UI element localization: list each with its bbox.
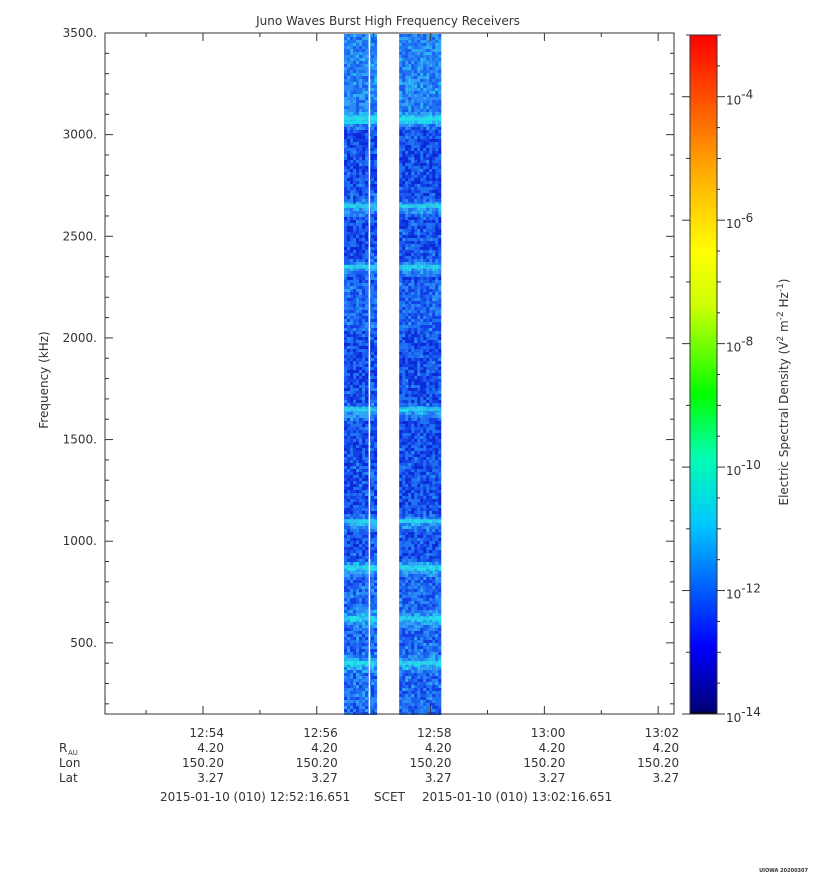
colorbar-label-part: Hz <box>777 292 791 311</box>
ephemeris-value: 150.20 <box>637 756 679 770</box>
bright-band <box>399 203 441 208</box>
colorbar-label-part: m <box>777 320 791 336</box>
ephemeris-value: 4.20 <box>197 741 224 755</box>
ephemeris-value: 3.27 <box>425 771 452 785</box>
colorbar-label-exp: -2 <box>776 311 786 320</box>
bright-band <box>344 203 376 208</box>
x-tick-label: 13:02 <box>645 726 680 740</box>
bright-band <box>344 616 376 621</box>
x-tick-label: 12:58 <box>417 726 452 740</box>
bright-band <box>344 661 376 666</box>
bright-band <box>344 407 376 412</box>
colorbar-label-part: ) <box>777 278 791 283</box>
time-range-end: 2015-01-10 (010) 13:02:16.651 <box>422 790 612 804</box>
data-block <box>399 34 442 715</box>
bright-band <box>344 565 376 570</box>
ephemeris-value: 4.20 <box>652 741 679 755</box>
colorbar-label-exp: -1 <box>776 283 786 292</box>
bright-band <box>399 264 441 269</box>
colorbar-label: Electric Spectral Density (V2 m-2 Hz-1) <box>776 278 791 505</box>
colorbar-label-part: Electric Spectral Density (V <box>777 341 791 506</box>
y-tick-label: 2500. <box>63 229 97 243</box>
colorbar-tick-label: 10-4 <box>726 88 753 108</box>
colorbar-tick-label: 10-14 <box>726 705 761 725</box>
ephemeris-value: 4.20 <box>425 741 452 755</box>
x-tick-label: 13:00 <box>531 726 566 740</box>
ephemeris-value: 3.27 <box>311 771 338 785</box>
data-block <box>344 34 378 715</box>
y-tick-label: 2000. <box>63 331 97 345</box>
ephemeris-table: R AU 4.20 4.20 4.20 4.20 4.20 Lon 150.20 150.20 15… <box>59 741 679 785</box>
y-axis-label: Frequency (kHz) <box>37 331 51 428</box>
bright-band <box>399 116 441 121</box>
bright-band <box>344 116 376 121</box>
bright-band <box>344 518 376 523</box>
ephemeris-row-sub: AU <box>68 749 78 757</box>
plot-frame <box>104 32 675 715</box>
spectrogram-data <box>344 34 442 715</box>
x-tick-label: 12:54 <box>189 726 224 740</box>
ephemeris-value: 4.20 <box>539 741 566 755</box>
colorbar-tick-label: 10-6 <box>726 211 753 231</box>
ephemeris-value: 3.27 <box>197 771 224 785</box>
ephemeris-row-label: Lat <box>59 771 78 785</box>
colorbar-axis: 10-4 10-6 10-8 10-10 10-12 10-14 <box>682 34 761 725</box>
ephemeris-value: 3.27 <box>652 771 679 785</box>
bright-band <box>344 264 376 269</box>
time-range-start: 2015-01-10 (010) 12:52:16.651 <box>160 790 350 804</box>
time-range-label: SCET <box>374 790 406 804</box>
chart-title: Juno Waves Burst High Frequency Receiver… <box>255 14 520 28</box>
y-tick-label: 1500. <box>63 433 97 447</box>
bright-band <box>399 407 441 412</box>
x-axis: 12:54 12:56 12:58 13:00 13:02 <box>145 33 680 740</box>
y-tick-label: 500. <box>70 636 97 650</box>
x-tick-label: 12:56 <box>303 726 338 740</box>
bright-band <box>399 661 441 666</box>
y-tick-label: 3500. <box>63 26 97 40</box>
y-tick-label: 3000. <box>63 128 97 142</box>
ephemeris-row-label: Lon <box>59 756 80 770</box>
ephemeris-row-label: R <box>59 741 67 755</box>
ephemeris-value: 150.20 <box>182 756 224 770</box>
bright-band <box>399 565 441 570</box>
y-tick-label: 1000. <box>63 534 97 548</box>
colorbar-tick-label: 10-10 <box>726 458 761 478</box>
ephemeris-value: 3.27 <box>539 771 566 785</box>
colorbar-label-exp: 2 <box>776 336 786 342</box>
y-axis: 3500. 3000. 2500. 2000. 1500. 1000. 500. <box>63 26 674 705</box>
bright-band <box>399 616 441 621</box>
colorbar-tick-label: 10-12 <box>726 582 761 602</box>
ephemeris-value: 150.20 <box>410 756 452 770</box>
bright-band <box>399 518 441 523</box>
ephemeris-value: 4.20 <box>311 741 338 755</box>
colorbar-gradient <box>689 34 718 715</box>
ephemeris-value: 150.20 <box>296 756 338 770</box>
ephemeris-value: 150.20 <box>523 756 565 770</box>
footer-tag: UIOWA 20200307 <box>759 868 808 874</box>
colorbar-tick-label: 10-8 <box>726 335 753 355</box>
